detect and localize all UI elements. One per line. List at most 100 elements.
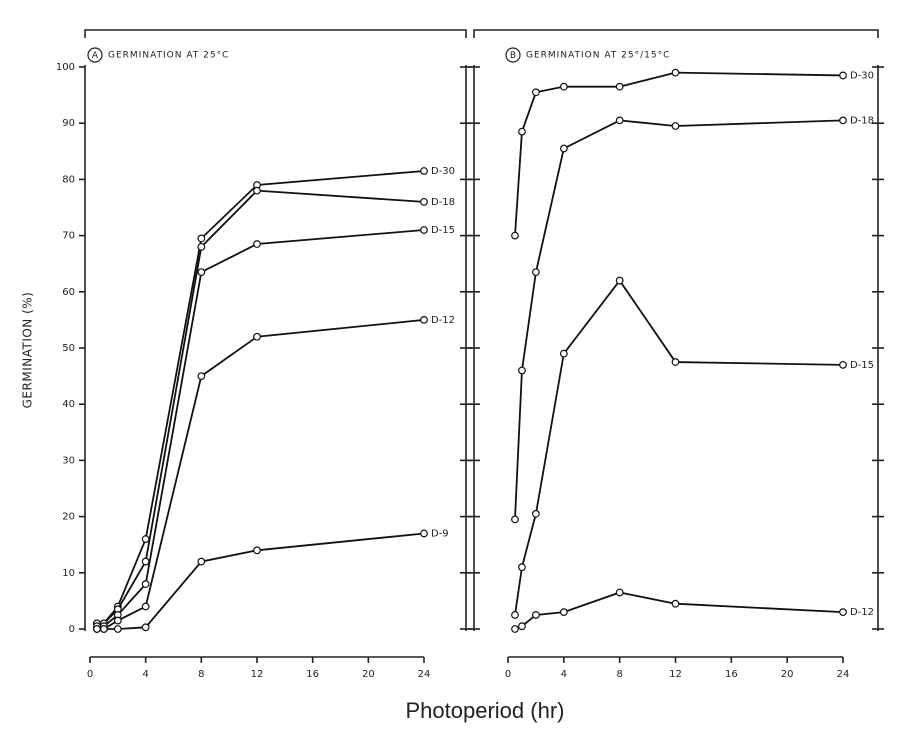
data-point <box>420 167 428 175</box>
x-tick-label: 4 <box>142 669 148 680</box>
top-border <box>84 29 467 38</box>
y-tick-label: 20 <box>62 512 75 523</box>
data-point <box>532 509 540 518</box>
y-tick-label: 50 <box>62 343 75 354</box>
data-point <box>197 242 206 251</box>
data-point <box>518 622 526 631</box>
data-point <box>253 186 261 195</box>
data-point <box>141 557 150 566</box>
data-point <box>839 116 847 125</box>
panel-title: GERMINATION AT 25°C <box>108 51 229 61</box>
data-point <box>615 276 624 285</box>
y-tick-label: 80 <box>62 174 75 185</box>
data-point <box>141 623 150 632</box>
data-point <box>253 332 261 341</box>
data-point <box>197 372 206 381</box>
data-point <box>518 366 526 375</box>
data-point <box>113 625 122 633</box>
data-point <box>615 116 624 125</box>
data-point <box>671 599 680 608</box>
data-point <box>511 515 519 524</box>
series-line <box>514 71 844 236</box>
data-point <box>559 82 568 91</box>
series-line <box>514 279 844 616</box>
data-point <box>197 557 206 566</box>
x-tick-label: 16 <box>306 669 319 680</box>
panel-badge <box>505 47 521 63</box>
data-point <box>615 588 624 597</box>
y-tick-label: 100 <box>56 62 75 73</box>
data-point <box>420 226 428 234</box>
x-tick-label: 20 <box>362 669 375 680</box>
data-point <box>671 122 680 130</box>
data-point <box>93 625 101 633</box>
y-tick-label: 10 <box>62 568 75 579</box>
data-point <box>141 535 150 543</box>
data-point <box>420 529 428 538</box>
data-point <box>511 611 519 619</box>
data-point <box>839 360 847 369</box>
data-point <box>532 88 540 97</box>
data-point <box>113 616 122 625</box>
panel-badge <box>87 47 103 63</box>
x-tick-label: 12 <box>251 669 264 680</box>
x-tick-label: 8 <box>198 669 204 680</box>
data-point <box>559 144 568 153</box>
data-point <box>197 268 206 277</box>
series-label: D-15 <box>431 225 455 236</box>
panel-title: GERMINATION AT 25°/15°C <box>526 51 670 61</box>
data-point <box>141 580 150 588</box>
x-tick-label: 4 <box>561 669 567 680</box>
series-label: D-30 <box>431 166 455 177</box>
data-point <box>615 82 624 91</box>
data-point <box>253 240 261 248</box>
x-tick-label: 24 <box>837 669 850 680</box>
data-point <box>671 358 680 366</box>
x-tick-label: 24 <box>418 669 431 680</box>
series-label: D-30 <box>850 70 874 81</box>
series-line <box>514 119 844 520</box>
series-line <box>96 229 425 628</box>
data-point <box>100 625 108 633</box>
y-tick-label: 60 <box>62 287 75 298</box>
y-tick-label: 70 <box>62 231 75 242</box>
data-point <box>511 231 519 240</box>
y-tick-label: 40 <box>62 399 75 410</box>
data-point <box>839 71 847 80</box>
series-label: D-9 <box>431 528 449 539</box>
data-point <box>518 563 526 572</box>
data-point <box>518 127 526 136</box>
data-point <box>839 608 847 617</box>
y-tick-label: 0 <box>69 624 75 635</box>
data-point <box>141 602 150 611</box>
series-label: D-12 <box>850 607 874 618</box>
x-tick-label: 8 <box>616 669 622 680</box>
data-point <box>253 546 261 555</box>
series-label: D-15 <box>850 360 874 371</box>
series-label: D-18 <box>431 197 455 208</box>
data-point <box>511 625 519 633</box>
data-point <box>532 611 540 619</box>
panel-label: B <box>510 51 516 61</box>
x-tick-label: 12 <box>669 669 682 680</box>
top-border <box>473 29 879 38</box>
data-point <box>559 608 568 617</box>
x-axis-label: Photoperiod (hr) <box>406 698 565 723</box>
x-tick-label: 20 <box>781 669 794 680</box>
series-label: D-18 <box>850 115 874 126</box>
x-tick-label: 0 <box>505 669 511 680</box>
data-point <box>559 349 568 358</box>
y-tick-label: 90 <box>62 118 75 129</box>
data-point <box>532 268 540 277</box>
y-tick-label: 30 <box>62 455 75 466</box>
data-point <box>420 316 428 324</box>
data-point <box>197 234 206 243</box>
data-point <box>671 68 680 77</box>
data-point <box>420 197 428 206</box>
panel-label: A <box>92 51 99 61</box>
y-axis-label: GERMINATION (%) <box>21 292 35 409</box>
x-tick-label: 0 <box>87 669 93 680</box>
x-tick-label: 16 <box>725 669 738 680</box>
series-label: D-12 <box>431 315 455 326</box>
